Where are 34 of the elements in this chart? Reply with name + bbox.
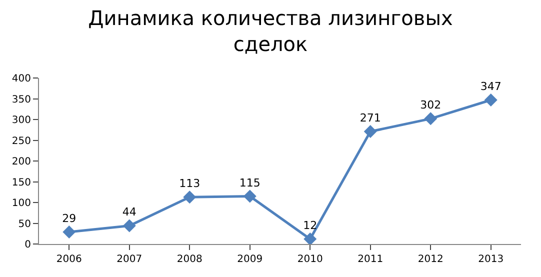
y-tick-label: 300 <box>12 115 31 126</box>
x-tick-label: 2011 <box>358 254 384 265</box>
data-label: 29 <box>62 212 76 225</box>
x-tick-label: 2010 <box>297 254 323 265</box>
x-tick-label: 2006 <box>56 254 82 265</box>
data-label: 271 <box>360 112 381 125</box>
x-tick-label: 2013 <box>478 254 504 265</box>
data-label: 347 <box>480 80 502 93</box>
point <box>183 190 196 204</box>
data-label: 302 <box>420 98 442 112</box>
data-label: 115 <box>239 176 260 190</box>
y-tick-label: 250 <box>12 136 31 147</box>
point <box>62 225 76 238</box>
y-tick-label: 350 <box>12 94 31 106</box>
point <box>424 112 438 126</box>
data-label: 12 <box>303 219 318 232</box>
x-tick-label: 2008 <box>176 254 202 265</box>
y-tick-label: 400 <box>12 74 31 84</box>
point <box>364 125 377 138</box>
point <box>484 94 498 106</box>
y-tick-label: 150 <box>12 177 31 188</box>
data-label: 113 <box>179 177 200 190</box>
data-label: 44 <box>122 206 136 219</box>
point <box>243 190 256 203</box>
chart-title: Динамика количества лизинговых сделок <box>88 6 453 56</box>
x-tick-label: 2007 <box>116 254 142 265</box>
x-tick-label: 2009 <box>237 254 263 265</box>
x-tick-label: 2012 <box>418 254 444 265</box>
y-tick-label: 50 <box>18 218 31 230</box>
y-tick-label: 0 <box>24 240 31 250</box>
point <box>122 219 136 232</box>
y-tick-label: 200 <box>12 156 31 168</box>
point <box>304 232 317 246</box>
y-tick-label: 100 <box>12 198 31 209</box>
